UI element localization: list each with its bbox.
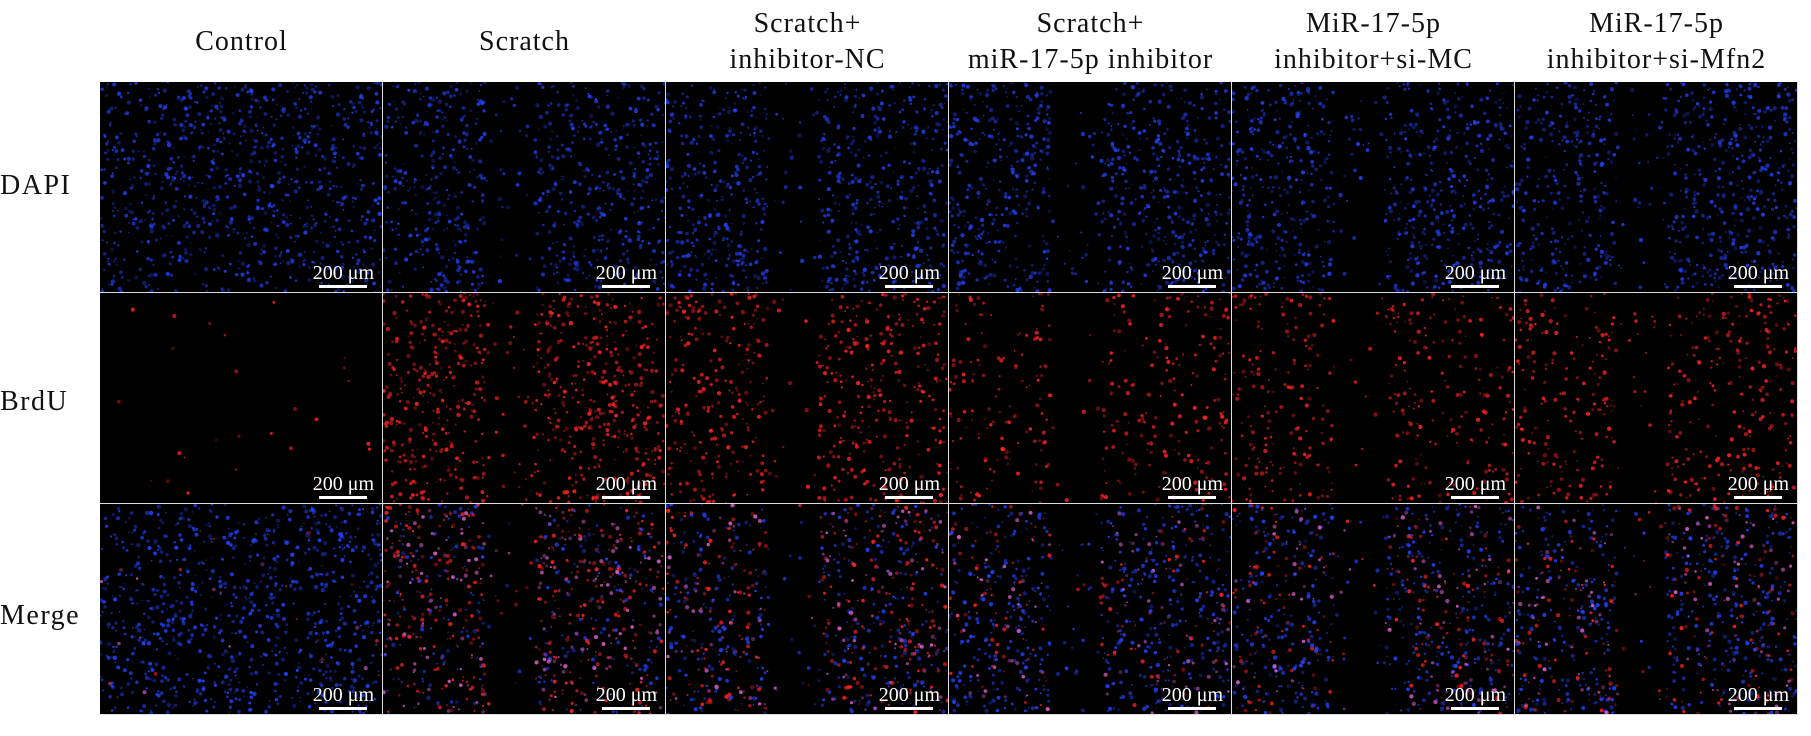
- panel-dapi-2: 200 μm: [666, 82, 949, 293]
- scale-bar-line: [1734, 707, 1783, 710]
- panel-dapi-0: 200 μm: [100, 82, 383, 293]
- scale-bar-line: [602, 496, 651, 499]
- scale-bar-line: [602, 285, 651, 288]
- scale-bar-line: [1168, 285, 1217, 288]
- scale-bar: 200 μm: [313, 684, 374, 710]
- panel-brdu-0: 200 μm: [100, 293, 383, 504]
- micrograph-texture: [949, 293, 1231, 503]
- panel-dapi-3: 200 μm: [949, 82, 1232, 293]
- column-header-1: Scratch: [479, 26, 570, 57]
- column-header-0: Control: [195, 26, 288, 57]
- panel-dapi-4: 200 μm: [1232, 82, 1515, 293]
- scale-bar: 200 μm: [879, 684, 940, 710]
- scale-bar-label: 200 μm: [878, 473, 940, 495]
- panel-brdu-2: 200 μm: [666, 293, 949, 504]
- scale-bar-label: 200 μm: [1161, 684, 1223, 706]
- panel-dapi-5: 200 μm: [1515, 82, 1798, 293]
- scale-bar: 200 μm: [1445, 473, 1506, 499]
- scale-bar: 200 μm: [1162, 262, 1223, 288]
- scale-bar: 200 μm: [1728, 684, 1789, 710]
- scale-bar: 200 μm: [1445, 262, 1506, 288]
- scale-bar-label: 200 μm: [1727, 262, 1789, 284]
- micrograph-texture: [949, 504, 1231, 714]
- scale-bar-label: 200 μm: [1161, 473, 1223, 495]
- scale-bar-label: 200 μm: [595, 684, 657, 706]
- row-label-brdu: BrdU: [0, 386, 69, 417]
- scale-bar-label: 200 μm: [312, 684, 374, 706]
- micrograph-texture: [383, 504, 665, 714]
- panel-merge-4: 200 μm: [1232, 504, 1515, 715]
- scale-bar-label: 200 μm: [878, 684, 940, 706]
- panel-merge-1: 200 μm: [383, 504, 666, 715]
- scale-bar: 200 μm: [1162, 473, 1223, 499]
- scale-bar-label: 200 μm: [1444, 684, 1506, 706]
- micrograph-texture: [100, 82, 382, 292]
- micrograph-texture: [1515, 293, 1797, 503]
- column-header-4: MiR-17-5p inhibitor+si-MC: [1274, 8, 1473, 75]
- scale-bar-label: 200 μm: [595, 262, 657, 284]
- scale-bar-label: 200 μm: [878, 262, 940, 284]
- scale-bar: 200 μm: [879, 262, 940, 288]
- micrograph-texture: [383, 293, 665, 503]
- micrograph-texture: [1515, 504, 1797, 714]
- micrograph-texture: [1515, 82, 1797, 292]
- scale-bar-label: 200 μm: [312, 473, 374, 495]
- panel-merge-3: 200 μm: [949, 504, 1232, 715]
- scale-bar-label: 200 μm: [312, 262, 374, 284]
- column-header-5: MiR-17-5p inhibitor+si-Mfn2: [1546, 8, 1767, 75]
- scale-bar-label: 200 μm: [595, 473, 657, 495]
- column-header-2: Scratch+ inhibitor-NC: [729, 8, 886, 75]
- scale-bar: 200 μm: [313, 473, 374, 499]
- panel-merge-5: 200 μm: [1515, 504, 1798, 715]
- scale-bar-label: 200 μm: [1444, 262, 1506, 284]
- scale-bar-label: 200 μm: [1444, 473, 1506, 495]
- panel-brdu-1: 200 μm: [383, 293, 666, 504]
- scale-bar: 200 μm: [1445, 684, 1506, 710]
- scale-bar-line: [602, 707, 651, 710]
- scale-bar-label: 200 μm: [1727, 684, 1789, 706]
- scale-bar-line: [1734, 496, 1783, 499]
- panel-dapi-1: 200 μm: [383, 82, 666, 293]
- micrograph-texture: [949, 82, 1231, 292]
- scale-bar: 200 μm: [596, 262, 657, 288]
- scale-bar: 200 μm: [596, 473, 657, 499]
- scale-bar-line: [885, 496, 934, 499]
- scale-bar: 200 μm: [1728, 473, 1789, 499]
- scale-bar-line: [885, 285, 934, 288]
- scale-bar-line: [319, 707, 368, 710]
- panel-brdu-5: 200 μm: [1515, 293, 1798, 504]
- scale-bar-line: [1451, 496, 1500, 499]
- micrograph-texture: [383, 82, 665, 292]
- micrograph-texture: [666, 293, 948, 503]
- scale-bar: 200 μm: [313, 262, 374, 288]
- scale-bar-label: 200 μm: [1727, 473, 1789, 495]
- scale-bar-line: [319, 285, 368, 288]
- scale-bar: 200 μm: [1162, 684, 1223, 710]
- scale-bar-line: [1168, 707, 1217, 710]
- scale-bar: 200 μm: [879, 473, 940, 499]
- column-header-3: Scratch+ miR-17-5p inhibitor: [967, 8, 1214, 75]
- micrograph-texture: [116, 300, 372, 495]
- micrograph-texture: [1232, 504, 1514, 714]
- scale-bar-line: [1451, 707, 1500, 710]
- micrograph-texture: [1232, 82, 1514, 292]
- scale-bar-line: [1451, 285, 1500, 288]
- row-label-merge: Merge: [0, 600, 81, 631]
- scale-bar-line: [319, 496, 368, 499]
- panel-brdu-4: 200 μm: [1232, 293, 1515, 504]
- scale-bar-line: [1734, 285, 1783, 288]
- scale-bar-line: [885, 707, 934, 710]
- panel-merge-2: 200 μm: [666, 504, 949, 715]
- scale-bar: 200 μm: [596, 684, 657, 710]
- micrograph-texture: [666, 504, 948, 714]
- panel-merge-0: 200 μm: [100, 504, 383, 715]
- scale-bar-line: [1168, 496, 1217, 499]
- micrograph-texture: [1232, 293, 1514, 503]
- panel-brdu-3: 200 μm: [949, 293, 1232, 504]
- scale-bar: 200 μm: [1728, 262, 1789, 288]
- scale-bar-label: 200 μm: [1161, 262, 1223, 284]
- micrograph-texture: [100, 504, 382, 714]
- row-label-dapi: DAPI: [0, 170, 72, 201]
- micrograph-texture: [666, 82, 948, 292]
